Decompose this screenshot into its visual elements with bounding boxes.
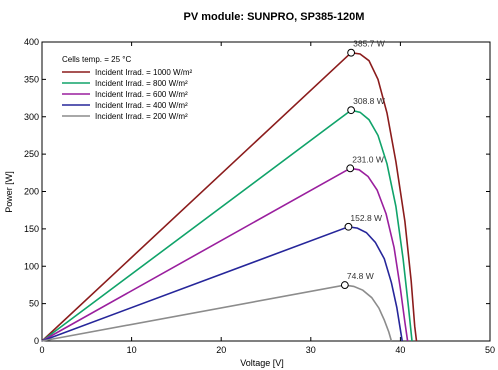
series-line-2: [41, 109, 413, 342]
legend-label: Incident Irrad. = 800 W/m²: [95, 79, 188, 88]
peak-marker: [340, 281, 349, 289]
y-tick-label: 250: [24, 149, 39, 159]
series-line-4: [41, 225, 403, 342]
y-tick-label: 200: [24, 187, 39, 197]
x-axis-label: Voltage [V]: [240, 358, 284, 368]
chart-title: PV module: SUNPRO, SP385-120M: [184, 11, 365, 23]
peak-marker: [347, 106, 356, 115]
y-axis-label: Power [W]: [4, 171, 14, 213]
peak-label: 308.8 W: [353, 96, 385, 106]
x-tick-label: 30: [306, 345, 316, 355]
y-tick-label: 350: [24, 74, 39, 84]
x-tick-label: 20: [216, 345, 226, 355]
peak-label: 152.8 W: [350, 213, 382, 223]
x-axis-ticks: 0 10 20 30 40 50: [39, 42, 495, 355]
y-tick-label: 50: [29, 299, 39, 309]
legend: Cells temp. = 25 °C Incident Irrad. = 10…: [62, 55, 192, 121]
y-tick-label: 0: [34, 336, 39, 346]
x-tick-label: 10: [127, 345, 137, 355]
peak-marker: [346, 164, 355, 173]
peak-marker: [344, 222, 353, 231]
peak-markers: 385.7 W 308.8 W 231.0 W 152.8 W 74.8 W: [340, 39, 385, 289]
x-tick-label: 50: [485, 345, 495, 355]
legend-label: Incident Irrad. = 400 W/m²: [95, 101, 188, 110]
peak-marker: [347, 48, 356, 57]
y-tick-label: 100: [24, 261, 39, 271]
y-tick-label: 300: [24, 112, 39, 122]
peak-label: 74.8 W: [347, 271, 374, 281]
legend-label: Incident Irrad. = 200 W/m²: [95, 112, 188, 121]
legend-label: Incident Irrad. = 1000 W/m²: [95, 68, 192, 77]
plot-border: [41, 41, 491, 342]
cells-temp-annotation: Cells temp. = 25 °C: [62, 55, 131, 64]
x-tick-label: 40: [395, 345, 405, 355]
y-tick-label: 400: [24, 37, 39, 47]
legend-label: Incident Irrad. = 600 W/m²: [95, 90, 188, 99]
series-line-1: [41, 51, 418, 342]
series-line-3: [41, 167, 409, 342]
y-tick-label: 150: [24, 224, 39, 234]
plot-area: [41, 41, 491, 342]
peak-label: 385.7 W: [353, 39, 385, 49]
x-tick-label: 0: [39, 345, 44, 355]
peak-label: 231.0 W: [352, 154, 384, 164]
